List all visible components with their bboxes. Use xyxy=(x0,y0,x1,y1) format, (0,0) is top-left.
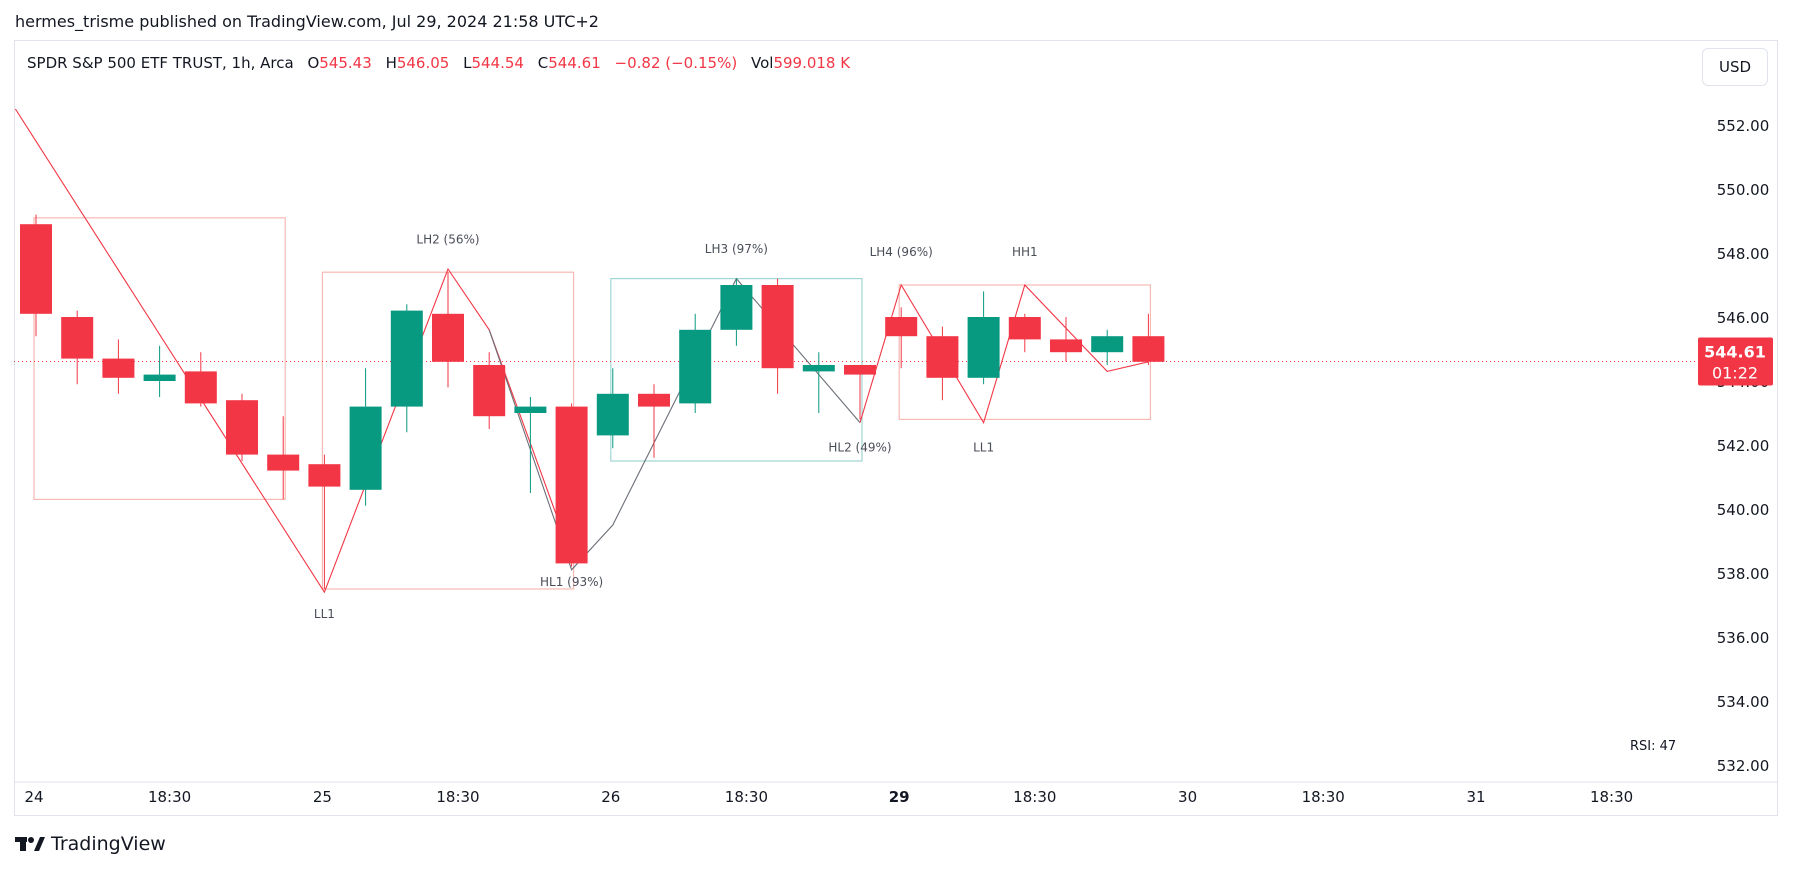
candle-body xyxy=(226,400,258,455)
price-axis: 552.00550.00548.00546.00544.00542.00540.… xyxy=(1717,117,1770,775)
currency-button[interactable]: USD xyxy=(1702,48,1768,86)
time-axis: 24 18:30 25 18:30 26 18:30 29 18:30 30 18:30 31 18:… xyxy=(24,788,1633,806)
candle-body xyxy=(844,365,876,375)
time-tick-label: 18:30 xyxy=(725,788,768,806)
candles xyxy=(20,214,1165,589)
low-value: 544.54 xyxy=(471,54,524,72)
symbol-title[interactable]: SPDR S&P 500 ETF TRUST, 1h, Arca xyxy=(27,54,294,72)
ohlc-legend: SPDR S&P 500 ETF TRUST, 1h, Arca O545.43… xyxy=(27,54,850,72)
time-tick-label: 24 xyxy=(24,788,43,806)
time-tick-label: 31 xyxy=(1466,788,1485,806)
candle-body xyxy=(885,317,918,337)
candle-body xyxy=(102,358,135,378)
candle-body xyxy=(967,317,1000,378)
time-tick-label: 18:30 xyxy=(1302,788,1345,806)
volume-label: Vol xyxy=(750,54,774,72)
time-tick-label: 29 xyxy=(889,788,910,806)
rsi-label: RSI: 47 xyxy=(1630,739,1677,754)
price-tick-label: 538.00 xyxy=(1717,565,1770,583)
candle-body xyxy=(61,317,94,359)
candle-body xyxy=(761,285,794,369)
pivot-label: LH3 (97%) xyxy=(705,242,768,256)
zigzag-red-line xyxy=(859,283,1149,424)
price-tick-label: 550.00 xyxy=(1717,181,1770,199)
candle-body xyxy=(1132,336,1165,362)
price-tick-label: 534.00 xyxy=(1717,693,1770,711)
low-label: L xyxy=(463,54,472,72)
price-tick-label: 548.00 xyxy=(1717,245,1770,263)
price-tick-label: 532.00 xyxy=(1717,757,1770,775)
candle-body xyxy=(514,406,547,413)
candle-body xyxy=(555,406,588,564)
candle-body xyxy=(1091,336,1124,353)
tradingview-logo[interactable]: TradingView xyxy=(15,833,166,855)
price-tick-label: 536.00 xyxy=(1717,629,1770,647)
candle-body xyxy=(1008,317,1041,340)
tradingview-icon xyxy=(15,837,45,851)
candle-body xyxy=(473,365,506,417)
pivot-annotations: LH2 (56%) LL1 HL1 (93%) LH3 (97%) HL2 (49%) L… xyxy=(314,232,1038,620)
candle-body xyxy=(349,406,382,490)
time-tick-label: 18:30 xyxy=(1590,788,1633,806)
candle-body xyxy=(308,464,341,487)
candle-body xyxy=(596,393,629,436)
bar-countdown: 01:22 xyxy=(1712,363,1758,382)
candle-body xyxy=(926,336,959,378)
pivot-label: LH2 (56%) xyxy=(416,232,479,246)
tradingview-wordmark: TradingView xyxy=(51,833,166,855)
last-price-value: 544.61 xyxy=(1704,342,1766,361)
time-tick-label: 26 xyxy=(601,788,620,806)
candle-body xyxy=(143,374,176,381)
pivot-label: HL1 (93%) xyxy=(540,575,603,589)
candle-body xyxy=(390,310,423,407)
pivot-label: HL2 (49%) xyxy=(828,440,891,454)
pivot-label: HH1 xyxy=(1012,245,1038,259)
time-tick-label: 30 xyxy=(1178,788,1197,806)
close-label: C xyxy=(537,54,549,72)
time-tick-label: 18:30 xyxy=(1013,788,1056,806)
last-price-tag: 544.61 01:22 xyxy=(1698,337,1773,386)
published-by-line: hermes_trisme published on TradingView.c… xyxy=(15,12,599,31)
candle-body xyxy=(432,313,464,362)
time-tick-label: 18:30 xyxy=(436,788,479,806)
candle-body xyxy=(638,393,670,407)
candle-body xyxy=(802,365,835,372)
candle-body xyxy=(184,371,217,404)
candle-body xyxy=(267,454,300,471)
price-tick-label: 546.00 xyxy=(1717,309,1770,327)
candle-body xyxy=(20,224,52,314)
price-tick-label: 552.00 xyxy=(1717,117,1770,135)
zigzag-gray-line xyxy=(488,277,861,571)
pivot-label: LL1 xyxy=(314,607,335,621)
range-box xyxy=(33,217,286,501)
change-value: −0.82 (−0.15%) xyxy=(614,54,738,72)
candle-body xyxy=(720,285,753,330)
range-boxes xyxy=(33,217,1152,590)
pivot-label: LL1 xyxy=(973,440,994,454)
time-tick-label: 25 xyxy=(313,788,332,806)
candle-body xyxy=(679,329,712,404)
candle-body xyxy=(1050,339,1082,353)
chart-frame[interactable] xyxy=(14,40,1778,816)
pivot-label: LH4 (96%) xyxy=(870,245,933,259)
high-label: H xyxy=(385,54,397,72)
time-tick-label: 18:30 xyxy=(148,788,191,806)
high-value: 546.05 xyxy=(396,54,450,72)
price-tick-label: 540.00 xyxy=(1717,501,1770,519)
price-tick-label: 542.00 xyxy=(1717,437,1770,455)
open-label: O xyxy=(307,54,320,72)
open-value: 545.43 xyxy=(319,54,372,72)
zigzag-red-line xyxy=(14,108,573,594)
volume-value: 599.018 K xyxy=(773,54,851,72)
close-value: 544.61 xyxy=(548,54,601,72)
